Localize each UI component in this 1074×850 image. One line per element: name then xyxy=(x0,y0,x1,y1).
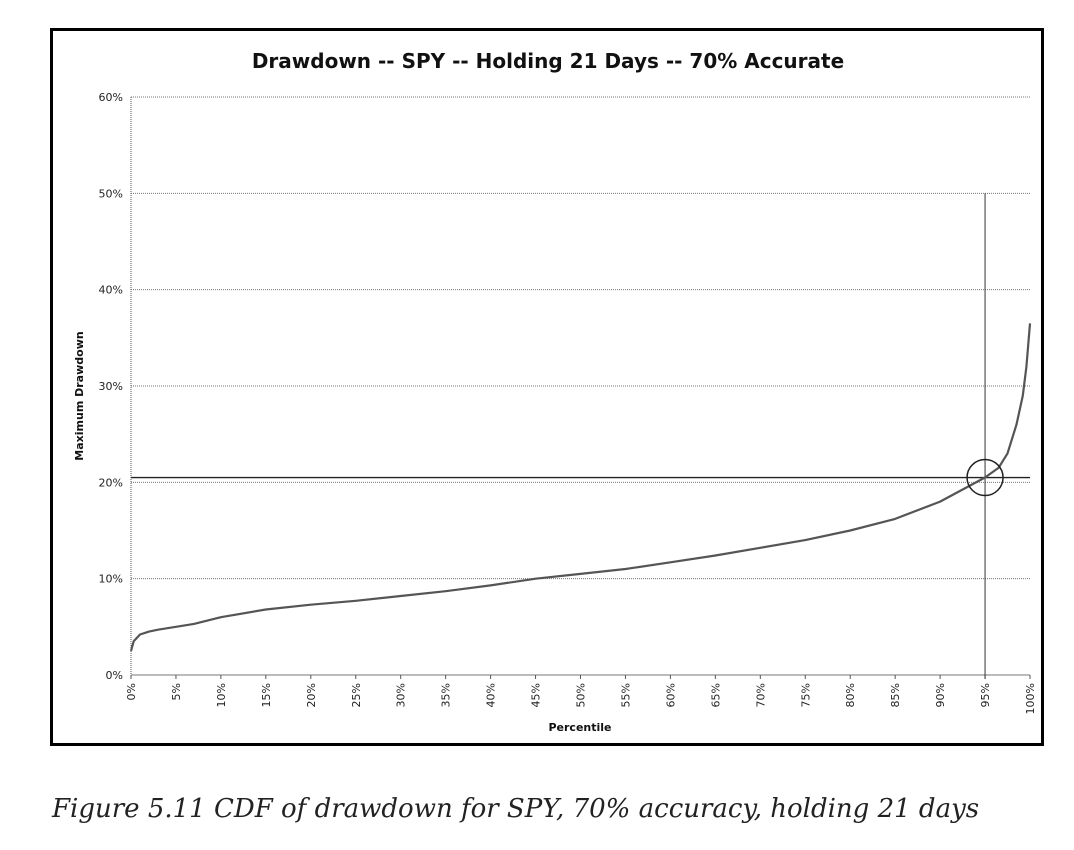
y-tick-label: 60% xyxy=(99,91,123,104)
x-tick-label: 80% xyxy=(844,683,857,707)
x-tick-label: 75% xyxy=(799,683,812,707)
x-axis-ticks: 0% 5% 10% 15% 20% 25% 30% 35% 40% 45% 50% 55% 60% 65%… xyxy=(125,675,1037,714)
x-tick-label: 15% xyxy=(260,683,273,707)
x-tick-label: 95% xyxy=(979,683,992,707)
grid-lines xyxy=(130,96,1030,676)
y-axis-label: Maximum Drawdown xyxy=(73,331,86,460)
x-tick-label: 65% xyxy=(709,683,722,707)
x-tick-label: 55% xyxy=(619,683,632,707)
plot-area xyxy=(129,193,1032,679)
y-tick-label: 40% xyxy=(99,284,123,297)
x-tick-label: 5% xyxy=(170,683,183,700)
x-tick-label: 35% xyxy=(440,683,453,707)
chart-title: Drawdown -- SPY -- Holding 21 Days -- 70… xyxy=(252,49,844,73)
x-tick-label: 70% xyxy=(754,683,767,707)
x-tick-label: 0% xyxy=(125,683,138,700)
y-tick-label: 0% xyxy=(106,669,123,682)
figure-caption: Figure 5.11 CDF of drawdown for SPY, 70%… xyxy=(52,794,980,824)
x-tick-label: 60% xyxy=(664,683,677,707)
x-tick-label: 45% xyxy=(530,683,543,707)
x-tick-label: 50% xyxy=(575,683,588,707)
drawdown-chart: Drawdown -- SPY -- Holding 21 Days -- 70… xyxy=(73,49,1037,734)
x-tick-label: 25% xyxy=(350,683,363,707)
x-tick-label: 20% xyxy=(305,683,318,707)
y-tick-label: 50% xyxy=(99,187,123,200)
y-tick-label: 20% xyxy=(99,476,123,489)
x-tick-label: 100% xyxy=(1024,683,1037,714)
x-tick-label: 85% xyxy=(889,683,902,707)
x-tick-label: 40% xyxy=(485,683,498,707)
y-tick-label: 30% xyxy=(99,380,123,393)
x-tick-label: 90% xyxy=(934,683,947,707)
x-axis-label: Percentile xyxy=(548,721,611,734)
x-tick-label: 30% xyxy=(395,683,408,707)
y-tick-label: 10% xyxy=(99,573,123,586)
x-tick-label: 10% xyxy=(215,683,228,707)
highlight-circle xyxy=(966,458,1004,497)
drawdown-cdf-line xyxy=(129,323,1032,652)
chart-frame: Drawdown -- SPY -- Holding 21 Days -- 70… xyxy=(50,28,1044,746)
y-axis-ticks: 0% 10% 20% 30% 40% 50% 60% xyxy=(99,91,123,682)
